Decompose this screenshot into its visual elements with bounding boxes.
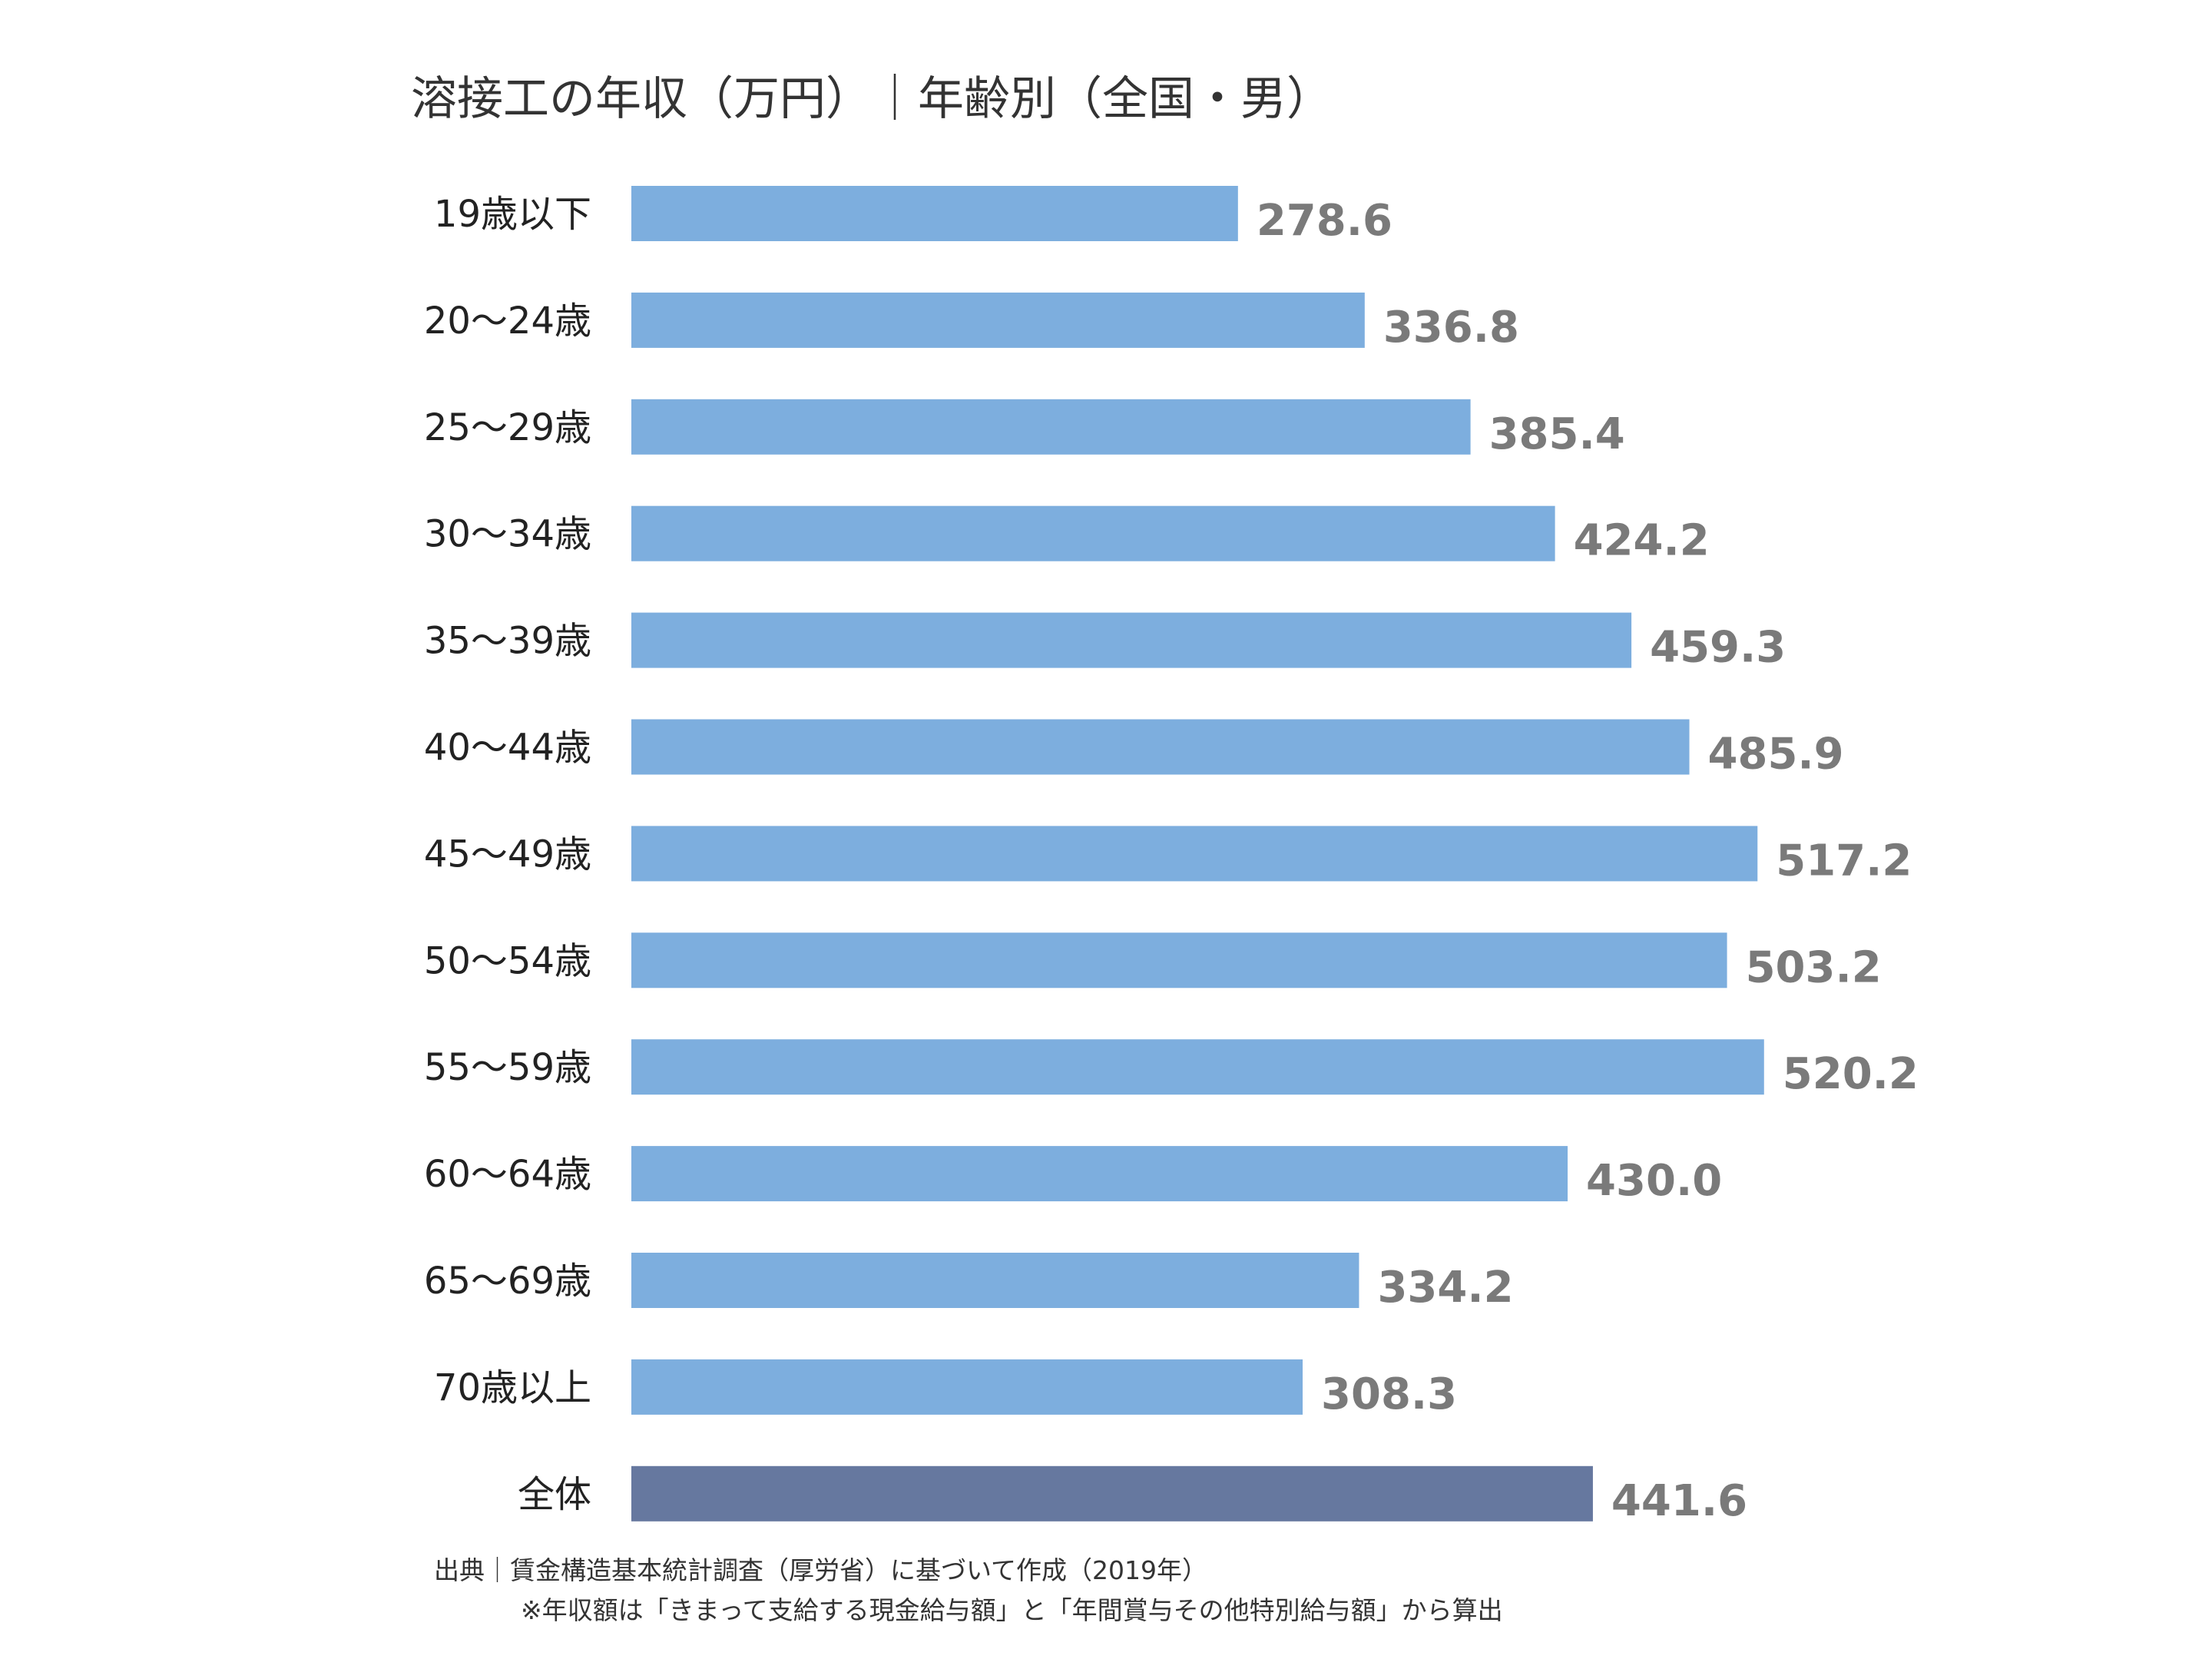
- bar-0: [631, 186, 1238, 241]
- bar-8: [631, 1039, 1764, 1095]
- chart-title: 溶接工の年収（万円）｜年齢別（全国・男）: [411, 72, 1333, 126]
- bars-layer: 19歳以下 278.6 20～24歳 336.8 25～29歳 385.4 30～34歳 42…: [424, 186, 1919, 1526]
- value-label: 336.8: [1383, 303, 1519, 353]
- category-label: 70歳以上: [434, 1366, 591, 1409]
- category-label: 20～24歳: [424, 300, 591, 343]
- category-label: 全体: [518, 1473, 591, 1516]
- category-label: 19歳以下: [434, 193, 591, 236]
- category-label: 30～34歳: [424, 513, 591, 556]
- bar-1: [631, 292, 1365, 348]
- source-note: 出典｜賃金構造基本統計調査（厚労省）に基づいて作成（2019年）: [434, 1555, 1207, 1585]
- value-label: 485.9: [1708, 730, 1844, 780]
- value-label: 308.3: [1321, 1369, 1457, 1419]
- bar-5: [631, 719, 1690, 775]
- category-label: 45～49歳: [424, 833, 591, 876]
- category-label: 35～39歳: [424, 620, 591, 663]
- category-label: 50～54歳: [424, 939, 591, 982]
- value-label: 334.2: [1377, 1263, 1513, 1313]
- value-label: 278.6: [1257, 196, 1392, 246]
- bar-total: [631, 1465, 1593, 1522]
- bar-10: [631, 1253, 1359, 1308]
- value-label: 520.2: [1783, 1049, 1919, 1099]
- calculation-note: ※年収額は「きまって支給する現金給与額」と「年間賞与その他特別給与額」から算出: [521, 1595, 1503, 1625]
- value-label: 503.2: [1746, 942, 1882, 992]
- bar-6: [631, 826, 1758, 882]
- category-label: 60～64歳: [424, 1153, 591, 1196]
- bar-2: [631, 399, 1471, 455]
- bar-11: [631, 1359, 1303, 1415]
- bar-4: [631, 612, 1632, 668]
- category-label: 65～69歳: [424, 1260, 591, 1303]
- value-label: 517.2: [1776, 836, 1912, 886]
- category-label: 40～44歳: [424, 727, 591, 770]
- bar-3: [631, 505, 1555, 561]
- bar-9: [631, 1146, 1568, 1202]
- value-label: 459.3: [1650, 623, 1786, 673]
- value-label: 424.2: [1574, 516, 1710, 566]
- value-label: 385.4: [1489, 409, 1625, 459]
- category-label: 55～59歳: [424, 1046, 591, 1089]
- bar-7: [631, 932, 1727, 988]
- category-label: 25～29歳: [424, 406, 591, 449]
- value-label: 430.0: [1586, 1156, 1722, 1206]
- value-label: 441.6: [1611, 1476, 1747, 1526]
